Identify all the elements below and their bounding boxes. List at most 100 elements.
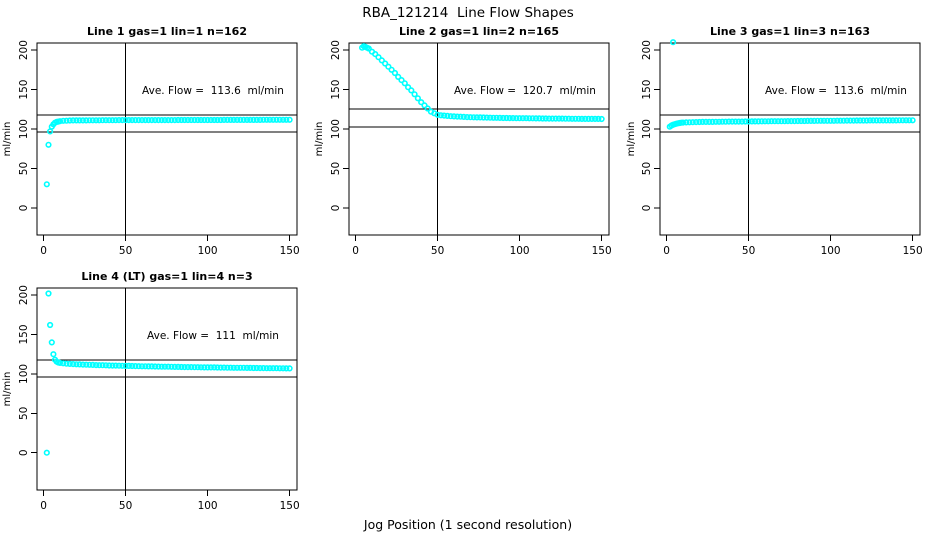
data-point xyxy=(480,114,487,121)
data-point xyxy=(283,116,290,123)
data-point xyxy=(715,118,723,125)
data-point xyxy=(391,69,399,77)
data-point xyxy=(683,119,690,126)
data-point xyxy=(204,364,211,371)
data-point xyxy=(119,116,126,124)
data-point xyxy=(375,54,382,61)
data-point xyxy=(447,113,454,120)
data-point xyxy=(263,365,270,372)
data-point xyxy=(45,290,52,297)
data-point xyxy=(483,114,490,121)
data-point xyxy=(411,91,418,98)
data-point xyxy=(109,362,116,369)
y-tick-label: 150 xyxy=(641,80,653,100)
data-point xyxy=(692,118,700,126)
data-point xyxy=(83,117,90,124)
data-point xyxy=(437,112,445,119)
data-point xyxy=(686,119,693,126)
y-tick-label: 50 xyxy=(330,162,342,175)
data-point xyxy=(879,117,887,124)
data-point xyxy=(477,114,484,121)
data-point xyxy=(138,363,146,370)
data-point xyxy=(135,116,142,124)
x-tick-label: 100 xyxy=(821,245,841,257)
data-point xyxy=(738,118,746,125)
data-point xyxy=(243,116,251,123)
data-point xyxy=(742,118,749,125)
x-axis-label: Jog Position (1 second resolution) xyxy=(363,517,573,532)
y-tick-label: 100 xyxy=(330,119,342,139)
data-point xyxy=(234,116,241,123)
data-point xyxy=(237,116,244,123)
data-point xyxy=(188,364,195,371)
data-point xyxy=(784,117,792,125)
data-point xyxy=(243,364,251,372)
data-point xyxy=(408,87,415,94)
data-point xyxy=(129,116,136,124)
data-point xyxy=(175,116,182,124)
data-point xyxy=(83,361,90,368)
figure-title: RBA_121214 Line Flow Shapes xyxy=(362,5,574,21)
data-point xyxy=(280,116,287,123)
data-point xyxy=(735,118,742,125)
data-point xyxy=(382,60,389,67)
panel2-title: Line 2 gas=1 lin=2 n=165 xyxy=(398,25,559,38)
data-point xyxy=(598,115,605,123)
data-point xyxy=(263,116,270,123)
data-point xyxy=(79,117,86,124)
data-point xyxy=(184,364,191,371)
data-point xyxy=(286,116,293,123)
y-tick-label: 50 xyxy=(18,162,30,175)
data-point xyxy=(827,117,834,124)
data-point xyxy=(178,363,185,371)
data-point xyxy=(201,116,208,124)
data-point xyxy=(751,118,759,125)
data-point xyxy=(270,365,277,372)
data-point xyxy=(765,118,772,125)
data-point xyxy=(444,112,451,119)
data-point xyxy=(464,113,471,121)
panel3-ave-flow-label: Ave. Flow = 113.6 ml/min xyxy=(765,85,907,97)
data-point xyxy=(585,115,592,122)
x-tick-label: 0 xyxy=(663,245,670,257)
data-point xyxy=(66,360,73,368)
data-point xyxy=(860,117,867,124)
data-point xyxy=(247,116,254,123)
data-point xyxy=(414,95,422,102)
data-point xyxy=(253,116,260,123)
data-point xyxy=(115,362,123,369)
data-point xyxy=(92,362,100,369)
panel4-title: Line 4 (LT) gas=1 lin=4 n=3 xyxy=(81,270,253,283)
data-point xyxy=(405,84,412,91)
x-tick-label: 100 xyxy=(198,500,218,512)
data-point xyxy=(158,116,165,124)
data-point xyxy=(870,117,877,124)
data-point xyxy=(194,364,201,371)
data-point xyxy=(529,115,536,122)
data-point xyxy=(699,118,706,125)
data-point xyxy=(214,364,221,371)
data-point xyxy=(503,114,510,122)
data-point xyxy=(523,115,530,122)
data-point xyxy=(48,339,55,346)
data-point xyxy=(830,117,838,124)
data-point xyxy=(102,362,109,369)
data-point xyxy=(257,116,264,123)
data-point xyxy=(496,114,504,121)
data-point xyxy=(152,116,159,124)
data-point xyxy=(240,364,247,371)
data-point xyxy=(92,117,100,124)
data-point xyxy=(76,361,83,368)
data-point xyxy=(119,362,126,369)
data-point xyxy=(863,117,870,124)
data-point xyxy=(889,117,897,124)
panel2-ave-flow-label: Ave. Flow = 120.7 ml/min xyxy=(454,85,596,97)
data-point xyxy=(89,117,96,124)
data-point xyxy=(781,118,788,125)
data-point xyxy=(207,364,214,371)
data-point xyxy=(909,117,916,124)
data-point xyxy=(418,99,425,106)
data-point xyxy=(171,116,178,124)
data-point xyxy=(152,363,159,370)
data-point xyxy=(60,360,67,367)
